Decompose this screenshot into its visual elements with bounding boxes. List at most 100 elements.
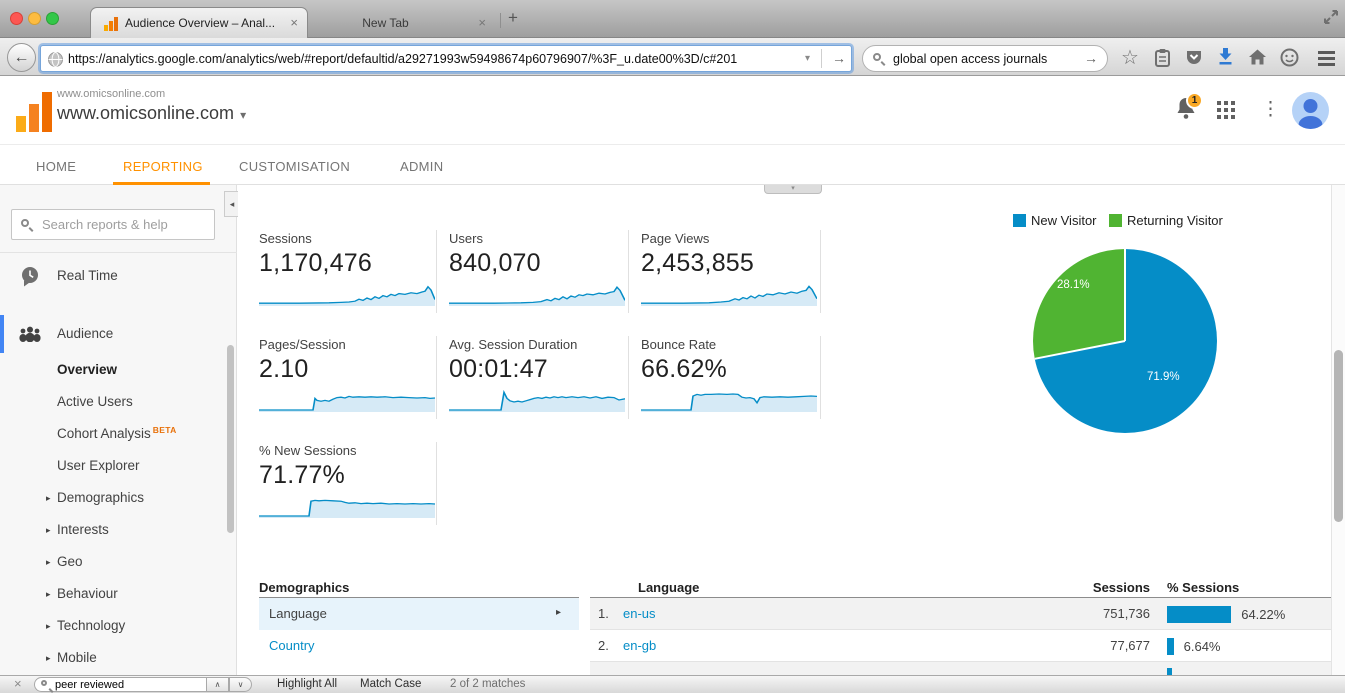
metric-card-new-sessions[interactable]: % New Sessions 71.77% (259, 443, 437, 518)
language-link[interactable]: en-us (623, 606, 656, 621)
sidebar-item-overview[interactable]: Overview (0, 354, 237, 386)
pocket-icon[interactable] (1185, 49, 1203, 66)
tab-close-icon[interactable]: × (290, 15, 298, 30)
tab-new-tab[interactable]: New Tab × (300, 7, 495, 38)
nav-customisation[interactable]: CUSTOMISATION (239, 159, 351, 174)
bookmarks-clipboard-icon[interactable] (1153, 48, 1172, 67)
bounce-rate-sparkline (641, 388, 818, 412)
chevron-right-icon: ▸ (46, 493, 51, 503)
search-bar[interactable]: → (862, 45, 1108, 72)
sessions-value: 751,736 (1103, 606, 1150, 621)
sidebar-search-box[interactable] (11, 209, 215, 240)
sidebar-item-cohort-analysis[interactable]: Cohort Analysis BETA (0, 418, 237, 450)
nav-reporting[interactable]: REPORTING (123, 159, 203, 174)
tab-close-icon[interactable]: × (478, 15, 486, 30)
find-bar: × ∧ ∨ Highlight All Match Case 2 of 2 ma… (0, 675, 1345, 693)
legend-swatch-new-visitor[interactable] (1013, 214, 1026, 227)
url-bar[interactable]: ▾ → (40, 45, 852, 72)
download-icon[interactable] (1217, 47, 1234, 66)
page-scrollbar-thumb[interactable] (1334, 350, 1343, 522)
url-dropdown-icon[interactable]: ▾ (805, 53, 811, 64)
analytics-favicon-icon (104, 17, 118, 31)
row-rank: 1. (598, 606, 609, 621)
search-go-icon[interactable]: → (1084, 50, 1098, 66)
browser-tab-bar: Audience Overview – Anal... × New Tab × … (0, 0, 1345, 38)
metric-divider (628, 336, 629, 419)
fullscreen-icon[interactable] (1322, 8, 1340, 26)
sidebar-item-behaviour[interactable]: ▸ Behaviour (0, 578, 237, 610)
sidebar-item-real-time[interactable]: Real Time (0, 258, 237, 295)
sidebar-item-mobile[interactable]: ▸ Mobile (0, 642, 237, 674)
window-close-button[interactable] (10, 12, 23, 25)
legend-label-returning-visitor[interactable]: Returning Visitor (1127, 213, 1223, 228)
sidebar-item-demographics[interactable]: ▸ Demographics (0, 482, 237, 514)
metric-card-avg-session-duration[interactable]: Avg. Session Duration 00:01:47 (449, 337, 627, 412)
page-scrollbar[interactable] (1331, 185, 1345, 675)
sidebar-item-interests[interactable]: ▸ Interests (0, 514, 237, 546)
url-go-icon[interactable]: → (832, 50, 846, 66)
nav-home[interactable]: HOME (36, 159, 77, 174)
url-input[interactable] (68, 48, 798, 69)
url-separator (821, 49, 822, 68)
metric-card-sessions[interactable]: Sessions 1,170,476 (259, 231, 437, 306)
sidebar-divider (0, 252, 237, 253)
legend-swatch-returning-visitor[interactable] (1109, 214, 1122, 227)
column-header-sessions[interactable]: Sessions (1092, 580, 1150, 595)
metric-card-users[interactable]: Users 840,070 (449, 231, 627, 306)
column-header-language[interactable]: Language (638, 580, 700, 595)
sidebar-search-input[interactable] (42, 214, 210, 235)
overflow-menu-icon[interactable]: ⋮ (1261, 99, 1280, 120)
window-zoom-button[interactable] (46, 12, 59, 25)
pct-bar (1167, 668, 1172, 675)
sidebar-item-geo[interactable]: ▸ Geo (0, 546, 237, 578)
find-input[interactable] (55, 678, 203, 691)
analytics-nav: HOME REPORTING CUSTOMISATION ADMIN (0, 145, 1345, 185)
sidebar-item-active-users[interactable]: Active Users (0, 386, 237, 418)
web-search-input[interactable] (893, 49, 1075, 68)
demographics-row-country[interactable]: Country (259, 630, 579, 662)
match-case-button[interactable]: Match Case (360, 678, 422, 690)
panel-collapse-handle[interactable]: ▾ (764, 185, 822, 194)
home-icon[interactable] (1248, 48, 1267, 66)
sidebar-item-label: Mobile (57, 650, 97, 665)
apps-grid-icon[interactable] (1217, 101, 1236, 120)
chevron-down-icon: ▾ (240, 108, 247, 122)
bookmark-star-icon[interactable]: ☆ (1121, 47, 1139, 69)
legend-label-new-visitor[interactable]: New Visitor (1031, 213, 1097, 228)
demographics-row-language[interactable]: Language ▸ (259, 598, 579, 630)
back-button[interactable]: ← (7, 43, 36, 72)
metric-card-pages-session[interactable]: Pages/Session 2.10 (259, 337, 437, 412)
sessions-sparkline (259, 282, 436, 306)
sidebar-scrollbar-thumb[interactable] (227, 345, 234, 533)
sidebar-item-technology[interactable]: ▸ Technology (0, 610, 237, 642)
hello-smiley-icon[interactable] (1280, 48, 1299, 67)
sidebar-item-user-explorer[interactable]: User Explorer (0, 450, 237, 482)
sidebar-item-audience[interactable]: Audience (0, 315, 237, 353)
find-next-button[interactable]: ∨ (229, 677, 252, 692)
language-link[interactable]: en-gb (623, 638, 657, 653)
metric-value: 71.77% (259, 461, 345, 489)
find-close-icon[interactable]: × (14, 676, 22, 691)
metric-label: Pages/Session (259, 337, 346, 352)
avatar[interactable] (1292, 92, 1329, 129)
find-input-box[interactable] (34, 677, 206, 692)
pct-sessions-cell: 6.64% (1167, 630, 1221, 662)
highlight-all-button[interactable]: Highlight All (277, 678, 338, 690)
metric-divider (628, 230, 629, 313)
menu-icon[interactable] (1318, 51, 1335, 54)
demographics-header-rule (259, 597, 579, 598)
metric-card-bounce-rate[interactable]: Bounce Rate 66.62% (641, 337, 819, 412)
find-previous-button[interactable]: ∧ (206, 677, 229, 692)
tab-audience-overview[interactable]: Audience Overview – Anal... × (90, 7, 308, 38)
metric-card-page-views[interactable]: Page Views 2,453,855 (641, 231, 819, 306)
column-header-pct-sessions[interactable]: % Sessions (1167, 580, 1240, 595)
metric-label: % New Sessions (259, 443, 357, 458)
new-tab-button[interactable]: + (508, 8, 518, 27)
visitor-pie[interactable]: 28.1% 71.9% (1033, 249, 1217, 433)
notification-badge: 1 (1186, 92, 1203, 109)
account-switcher[interactable]: www.omicsonline.com ▾ (57, 103, 246, 124)
row-label: Language (269, 606, 327, 621)
nav-admin[interactable]: ADMIN (400, 159, 444, 174)
window-minimize-button[interactable] (28, 12, 41, 25)
